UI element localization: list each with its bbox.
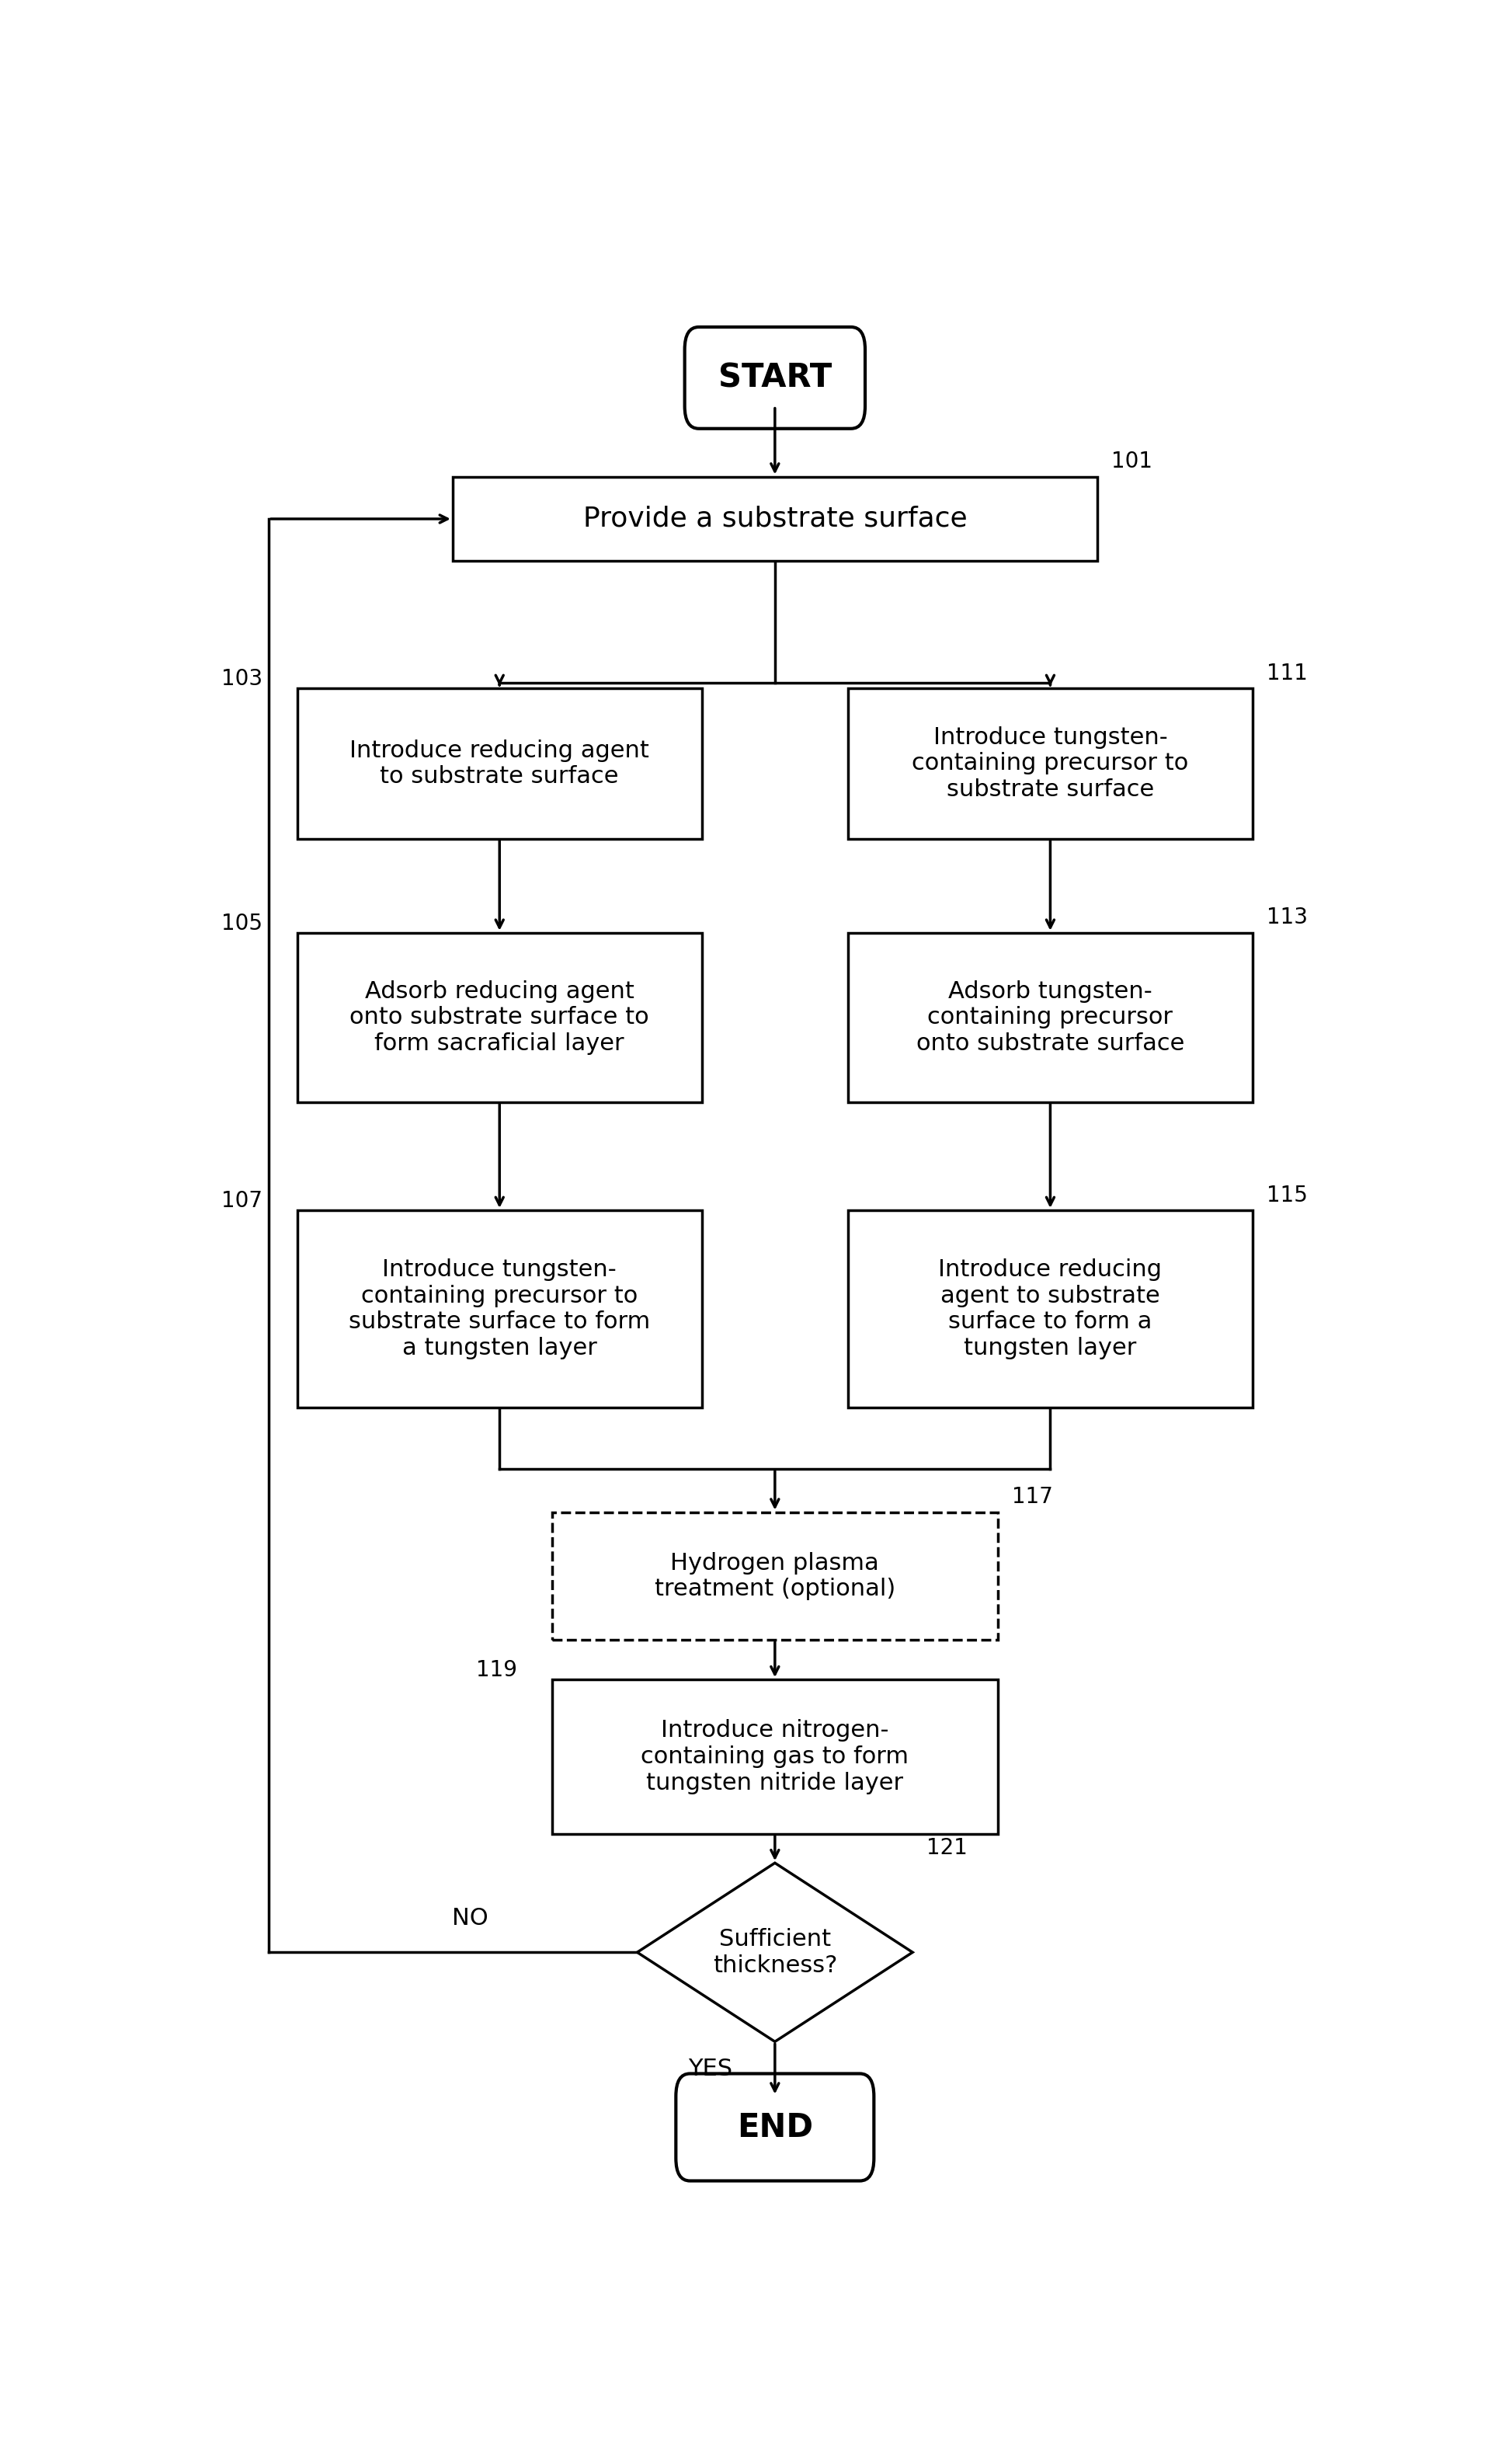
Text: Introduce tungsten-
containing precursor to
substrate surface to form
a tungsten: Introduce tungsten- containing precursor… [349, 1258, 650, 1358]
FancyBboxPatch shape [676, 2074, 874, 2182]
Bar [298, 1209, 702, 1407]
Text: Introduce tungsten-
containing precursor to
substrate surface: Introduce tungsten- containing precursor… [912, 726, 1188, 801]
Bar [452, 476, 1098, 562]
Text: 115: 115 [1267, 1185, 1308, 1207]
Text: START: START [718, 362, 832, 393]
Text: 117: 117 [1012, 1485, 1052, 1507]
Text: Provide a substrate surface: Provide a substrate surface [582, 506, 968, 533]
Bar [848, 1209, 1252, 1407]
Text: 105: 105 [221, 911, 263, 933]
Bar [552, 1512, 998, 1639]
Text: NO: NO [452, 1908, 488, 1930]
Polygon shape [637, 1864, 913, 2042]
Text: Adsorb reducing agent
onto substrate surface to
form sacraficial layer: Adsorb reducing agent onto substrate sur… [349, 980, 649, 1055]
Text: Sufficient
thickness?: Sufficient thickness? [712, 1928, 838, 1976]
Text: 101: 101 [1111, 450, 1152, 471]
Text: YES: YES [688, 2057, 733, 2079]
Bar [298, 933, 702, 1102]
Text: 111: 111 [1267, 662, 1308, 684]
Text: 119: 119 [476, 1659, 517, 1681]
Text: 107: 107 [221, 1190, 263, 1212]
Text: 113: 113 [1267, 906, 1308, 928]
Text: END: END [736, 2111, 813, 2143]
Text: Introduce reducing agent
to substrate surface: Introduce reducing agent to substrate su… [349, 740, 649, 787]
Bar [848, 933, 1252, 1102]
FancyBboxPatch shape [685, 327, 865, 428]
Bar [848, 689, 1252, 838]
Bar [298, 689, 702, 838]
Text: 103: 103 [221, 667, 263, 689]
Text: Introduce nitrogen-
containing gas to form
tungsten nitride layer: Introduce nitrogen- containing gas to fo… [641, 1720, 909, 1793]
Bar [552, 1678, 998, 1835]
Text: Hydrogen plasma
treatment (optional): Hydrogen plasma treatment (optional) [655, 1551, 895, 1600]
Text: 121: 121 [927, 1837, 968, 1859]
Text: Introduce reducing
agent to substrate
surface to form a
tungsten layer: Introduce reducing agent to substrate su… [939, 1258, 1163, 1358]
Text: Adsorb tungsten-
containing precursor
onto substrate surface: Adsorb tungsten- containing precursor on… [916, 980, 1184, 1055]
